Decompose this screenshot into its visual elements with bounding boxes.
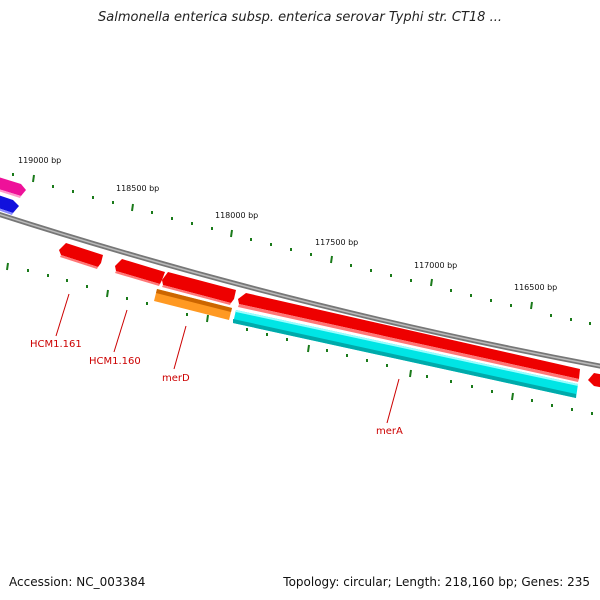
- scale-label-118000: 118000 bp: [215, 211, 258, 220]
- inner-scale-ticks: [6, 262, 593, 415]
- gene-mera[interactable]: [233, 310, 578, 398]
- gene-label-hcm1-160[interactable]: HCM1.160: [89, 356, 141, 367]
- gene-label-hcm1-161[interactable]: HCM1.161: [30, 339, 82, 350]
- gene-label-mera[interactable]: merA: [376, 426, 403, 437]
- accession-text: Accession: NC_003384: [9, 575, 146, 589]
- gene-label-merd[interactable]: merD: [162, 373, 190, 384]
- topology-summary: Topology: circular; Length: 218,160 bp; …: [283, 575, 590, 589]
- gene-merd[interactable]: [154, 289, 232, 320]
- scale-label-117500: 117500 bp: [315, 238, 358, 247]
- outer-scale-ticks: [12, 173, 591, 325]
- scale-label-118500: 118500 bp: [116, 184, 159, 193]
- label-leaders: [55, 293, 400, 424]
- scale-label-117000: 117000 bp: [414, 261, 457, 270]
- gene-red-long[interactable]: [238, 293, 580, 382]
- gene-red-3[interactable]: [162, 272, 236, 305]
- gene-hcm1-161[interactable]: [59, 243, 103, 269]
- genome-backbone: [0, 211, 600, 369]
- scale-label-119000: 119000 bp: [18, 156, 61, 165]
- map-title: Salmonella enterica subsp. enterica sero…: [98, 10, 502, 25]
- gene-pink-arrow[interactable]: [0, 176, 26, 198]
- gene-blue-arrow[interactable]: [0, 194, 19, 215]
- scale-label-116500: 116500 bp: [514, 283, 557, 292]
- gene-red-edge[interactable]: [588, 373, 600, 388]
- gene-hcm1-160[interactable]: [115, 259, 165, 286]
